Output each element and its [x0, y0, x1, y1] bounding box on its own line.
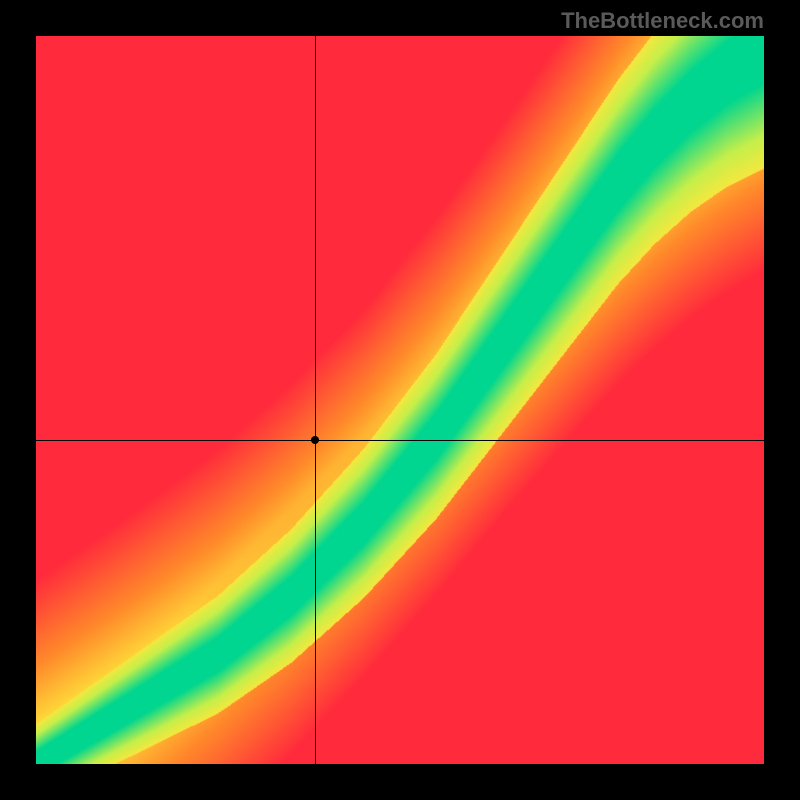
bottleneck-heatmap-plot — [36, 36, 764, 764]
heatmap-canvas — [36, 36, 764, 764]
selection-marker-dot[interactable] — [311, 436, 319, 444]
crosshair-horizontal — [36, 440, 764, 441]
watermark-text: TheBottleneck.com — [561, 8, 764, 34]
crosshair-vertical — [315, 36, 316, 764]
